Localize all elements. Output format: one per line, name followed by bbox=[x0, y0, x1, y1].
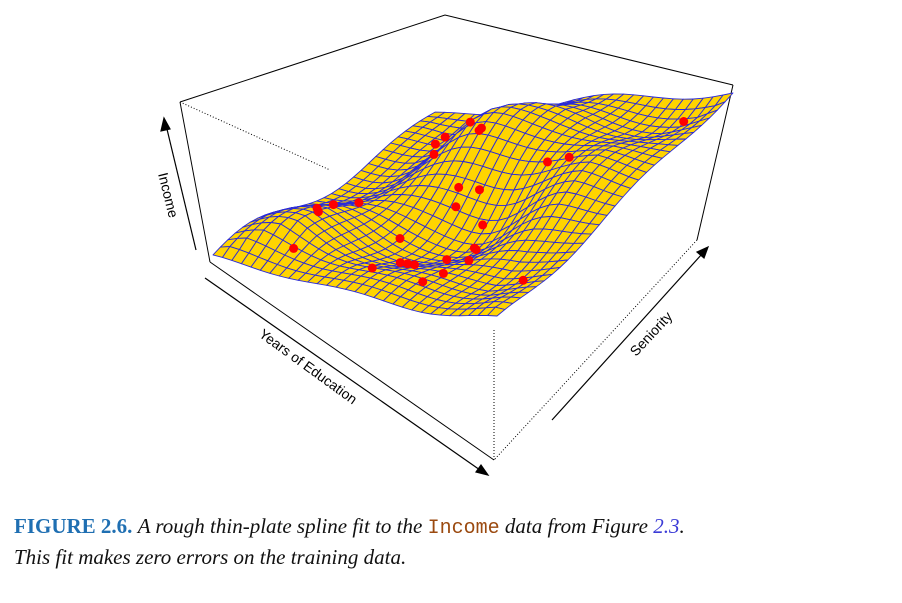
caption-figure-ref[interactable]: 2.3 bbox=[653, 514, 680, 538]
data-point bbox=[403, 259, 412, 269]
caption-text-before: A rough thin-plate spline fit to the bbox=[137, 514, 423, 538]
data-point bbox=[465, 117, 475, 127]
data-point bbox=[395, 234, 405, 243]
data-point bbox=[410, 260, 419, 270]
data-point bbox=[418, 277, 428, 287]
data-point bbox=[478, 220, 488, 230]
data-point bbox=[564, 152, 574, 162]
data-point bbox=[429, 149, 439, 159]
caption-text-middle: data from Figure bbox=[504, 514, 648, 538]
y-axis-label: Seniority bbox=[626, 308, 675, 359]
data-point bbox=[430, 139, 440, 149]
figure-caption: FIGURE 2.6. A rough thin-plate spline fi… bbox=[14, 512, 894, 572]
caption-label: FIGURE 2.6. bbox=[14, 514, 133, 538]
data-point bbox=[454, 182, 464, 192]
data-point bbox=[313, 207, 323, 217]
surface-facet bbox=[487, 306, 506, 317]
data-point bbox=[438, 268, 448, 278]
axis-arrows bbox=[160, 116, 710, 476]
box-top-back-edges bbox=[179, 14, 734, 103]
data-point bbox=[289, 243, 299, 253]
data-point bbox=[354, 198, 364, 208]
data-point bbox=[451, 202, 461, 212]
data-point bbox=[442, 255, 452, 265]
box-hidden-diagonal bbox=[179, 101, 331, 171]
box-right-vertical bbox=[696, 84, 734, 241]
caption-code: Income bbox=[427, 517, 500, 540]
data-point bbox=[475, 185, 484, 195]
caption-text-after: . bbox=[679, 514, 685, 538]
box-front-right-bottom bbox=[493, 239, 698, 461]
z-axis-arrow-line bbox=[165, 124, 197, 251]
training-points bbox=[289, 117, 689, 287]
y-axis-arrow-line bbox=[551, 253, 703, 421]
data-point bbox=[471, 245, 481, 255]
data-point bbox=[328, 200, 338, 210]
caption-line2: This fit makes zero errors on the traini… bbox=[14, 545, 407, 569]
data-point bbox=[518, 275, 528, 285]
spline-surface bbox=[212, 92, 734, 317]
x-axis-arrow-line bbox=[204, 277, 481, 471]
x-axis-arrow-head bbox=[474, 463, 490, 476]
z-axis-arrow-head bbox=[160, 116, 171, 132]
perspective-plot: Income Years of Education Seniority bbox=[155, 14, 734, 476]
data-point bbox=[474, 126, 484, 135]
data-point bbox=[367, 263, 377, 273]
plot-box bbox=[179, 14, 734, 461]
data-point bbox=[679, 117, 689, 126]
x-axis-label: Years of Education bbox=[256, 325, 360, 407]
box-left-vertical bbox=[179, 101, 211, 263]
data-point bbox=[464, 255, 474, 265]
y-axis-arrow-head bbox=[695, 245, 710, 260]
spline-figure: Income Years of Education Seniority bbox=[155, 14, 734, 476]
data-point bbox=[440, 132, 450, 142]
z-axis-label: Income bbox=[155, 171, 182, 220]
box-front-left-bottom bbox=[209, 261, 495, 461]
data-point bbox=[395, 258, 405, 268]
data-point bbox=[543, 157, 552, 167]
